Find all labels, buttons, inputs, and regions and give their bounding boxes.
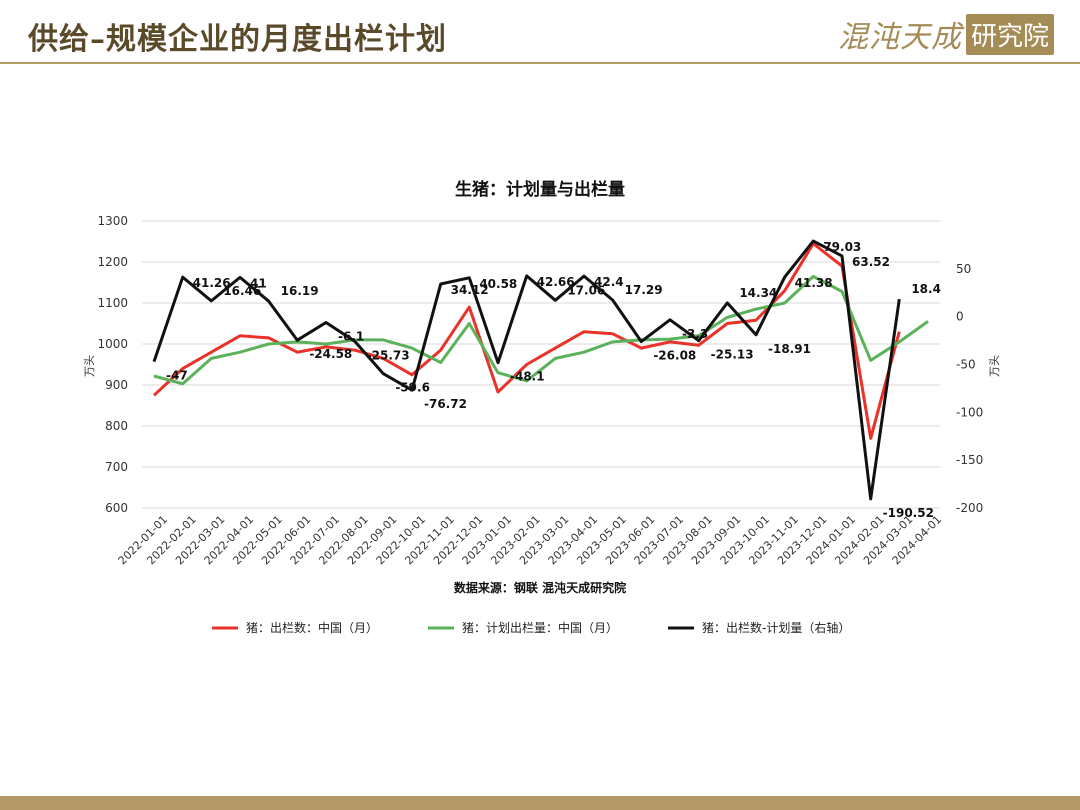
logo-box-text: 研究院 — [965, 13, 1054, 55]
series-line-3 — [152, 239, 901, 501]
legend-item-label: 猪：出栏数-计划量（右轴） — [702, 620, 850, 635]
data-label: 79.03 — [823, 240, 861, 254]
left-tick-label: 1000 — [97, 337, 128, 351]
left-tick-label: 1100 — [97, 296, 128, 310]
left-tick-label: 900 — [105, 378, 128, 392]
footer-bar — [0, 796, 1080, 810]
gridlines — [142, 220, 940, 509]
right-tick-label: 50 — [956, 262, 971, 276]
data-label: 34.12 — [451, 283, 489, 297]
right-tick-label: 0 — [956, 310, 964, 324]
left-axis-ticks: 600 700 800 900 1000 1100 1200 1300 — [97, 214, 128, 515]
data-label: 41.38 — [795, 276, 833, 290]
right-tick-label: -200 — [956, 501, 983, 515]
data-label: -26.08 — [653, 349, 696, 363]
data-label: 41 — [250, 276, 267, 290]
data-label: 17.06 — [567, 283, 605, 297]
data-label: -59.6 — [395, 381, 430, 395]
data-label: -47 — [166, 369, 188, 383]
data-label: -25.73 — [367, 348, 410, 362]
data-label: -25.13 — [711, 348, 754, 362]
title-divider — [0, 62, 1080, 64]
left-tick-label: 1300 — [97, 214, 128, 228]
logo-text: 混沌天成 — [837, 20, 962, 55]
brand-logo: 混沌天成 研究院 — [838, 12, 1054, 56]
series-line-2 — [153, 274, 929, 386]
data-label: 18.4 — [911, 282, 941, 296]
data-label: 17.29 — [625, 283, 663, 297]
data-label: -18.91 — [768, 342, 811, 356]
page-title: 供给–规模企业的月度出栏计划 — [28, 22, 447, 57]
left-tick-label: 800 — [105, 419, 128, 433]
data-label: -24.58 — [309, 347, 352, 361]
data-label: 16.46 — [223, 284, 261, 298]
data-label: 40.58 — [479, 277, 517, 291]
chart-title: 生猪：计划量与出栏量 — [455, 179, 625, 200]
data-label: 42.4 — [594, 275, 624, 289]
data-label: 63.52 — [852, 255, 890, 269]
data-label: 41.26 — [193, 276, 231, 290]
left-tick-label: 700 — [105, 460, 128, 474]
right-tick-label: -100 — [956, 405, 983, 419]
data-label: -48.1 — [510, 370, 545, 384]
legend: 猪：出栏数：中国（月） 猪：计划出栏量：中国（月） 猪：出栏数-计划量（右轴） — [212, 620, 850, 635]
legend-item-label: 猪：计划出栏量：中国（月） — [462, 620, 618, 635]
data-label: -190.52 — [883, 506, 934, 520]
right-tick-label: -50 — [956, 358, 976, 372]
right-tick-label: -150 — [956, 453, 983, 467]
right-axis-ticks: -200 -150 -100 -50 0 50 — [956, 262, 983, 515]
legend-item-label: 猪：出栏数：中国（月） — [246, 620, 378, 635]
source-note: 数据来源：钢联 混沌天成研究院 — [454, 580, 626, 595]
data-label: -76.72 — [424, 397, 467, 411]
left-tick-label: 1200 — [97, 255, 128, 269]
data-label: -6.1 — [338, 330, 364, 344]
right-axis-label: 万头 — [988, 355, 1001, 377]
left-tick-label: 600 — [105, 501, 128, 515]
data-label: -3.3 — [682, 327, 708, 341]
x-axis-ticks: 2022-01-012022-02-012022-03-012022-04-01… — [116, 513, 944, 567]
data-label: 14.34 — [739, 286, 777, 300]
left-axis-label: 万头 — [83, 355, 96, 377]
data-label: 16.19 — [281, 284, 319, 298]
data-label: 42.66 — [537, 275, 575, 289]
series-lines — [152, 239, 929, 501]
